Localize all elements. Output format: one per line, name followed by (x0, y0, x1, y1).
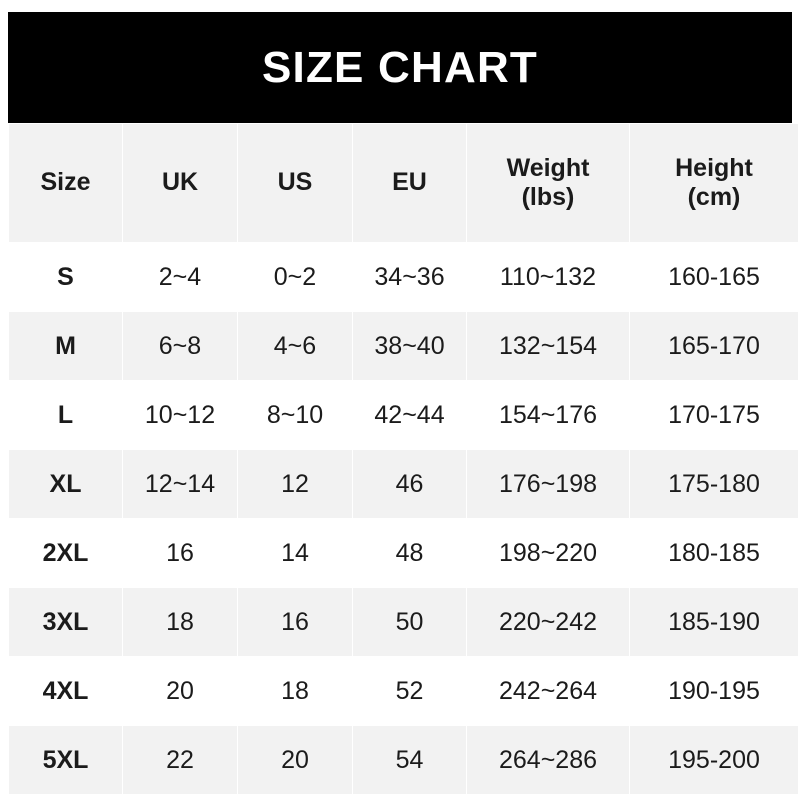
cell-height: 195-200 (630, 726, 798, 794)
column-header-weight-unit: (lbs) (521, 183, 575, 211)
column-header-uk: UK (123, 124, 237, 242)
cell-eu: 34~36 (353, 243, 466, 311)
cell-size: 2XL (9, 519, 122, 587)
column-header-eu: EU (353, 124, 466, 242)
cell-eu: 54 (353, 726, 466, 794)
cell-weight: 242~264 (467, 657, 629, 725)
cell-us: 14 (238, 519, 352, 587)
cell-us: 4~6 (238, 312, 352, 380)
cell-weight: 198~220 (467, 519, 629, 587)
cell-weight: 220~242 (467, 588, 629, 656)
cell-weight: 132~154 (467, 312, 629, 380)
cell-height: 190-195 (630, 657, 798, 725)
cell-uk: 12~14 (123, 450, 237, 518)
column-header-height-label: Height (675, 153, 753, 182)
column-header-uk-label: UK (161, 168, 199, 197)
cell-size: 5XL (9, 726, 122, 794)
cell-eu: 38~40 (353, 312, 466, 380)
cell-size: S (9, 243, 122, 311)
cell-us: 18 (238, 657, 352, 725)
cell-eu: 50 (353, 588, 466, 656)
cell-eu: 48 (353, 519, 466, 587)
column-header-eu-label: EU (392, 168, 427, 197)
table-row: 3XL 18 16 50 220~242 185-190 (9, 588, 798, 656)
page-title: SIZE CHART (262, 42, 538, 92)
column-header-size: Size (9, 124, 122, 242)
chart-title-bar: SIZE CHART (8, 12, 792, 123)
table-row: XL 12~14 12 46 176~198 175-180 (9, 450, 798, 518)
column-header-size-label: Size (40, 168, 91, 197)
cell-uk: 2~4 (123, 243, 237, 311)
cell-size: M (9, 312, 122, 380)
cell-uk: 20 (123, 657, 237, 725)
cell-size: 4XL (9, 657, 122, 725)
cell-uk: 6~8 (123, 312, 237, 380)
cell-uk: 22 (123, 726, 237, 794)
cell-height: 170-175 (630, 381, 798, 449)
column-header-us: US (238, 124, 352, 242)
cell-height: 165-170 (630, 312, 798, 380)
cell-eu: 42~44 (353, 381, 466, 449)
column-header-height-unit: (cm) (687, 183, 741, 211)
cell-weight: 154~176 (467, 381, 629, 449)
cell-size: L (9, 381, 122, 449)
cell-us: 0~2 (238, 243, 352, 311)
table-header-row: Size UK US EU Weight (lbs) Height (cm) (9, 124, 798, 242)
column-header-us-label: US (277, 168, 313, 197)
column-header-weight-label: Weight (506, 153, 590, 182)
cell-eu: 46 (353, 450, 466, 518)
table-row: 5XL 22 20 54 264~286 195-200 (9, 726, 798, 794)
column-header-height: Height (cm) (630, 124, 798, 242)
cell-height: 175-180 (630, 450, 798, 518)
cell-weight: 264~286 (467, 726, 629, 794)
table-header: Size UK US EU Weight (lbs) Height (cm) (9, 124, 798, 242)
table-row: M 6~8 4~6 38~40 132~154 165-170 (9, 312, 798, 380)
cell-height: 160-165 (630, 243, 798, 311)
cell-weight: 110~132 (467, 243, 629, 311)
cell-uk: 18 (123, 588, 237, 656)
cell-size: 3XL (9, 588, 122, 656)
cell-us: 12 (238, 450, 352, 518)
size-chart-table: Size UK US EU Weight (lbs) Height (cm) (8, 123, 799, 795)
table-row: S 2~4 0~2 34~36 110~132 160-165 (9, 243, 798, 311)
cell-us: 16 (238, 588, 352, 656)
cell-us: 8~10 (238, 381, 352, 449)
cell-uk: 10~12 (123, 381, 237, 449)
table-row: 2XL 16 14 48 198~220 180-185 (9, 519, 798, 587)
table-row: L 10~12 8~10 42~44 154~176 170-175 (9, 381, 798, 449)
cell-weight: 176~198 (467, 450, 629, 518)
cell-size: XL (9, 450, 122, 518)
cell-height: 185-190 (630, 588, 798, 656)
column-header-weight: Weight (lbs) (467, 124, 629, 242)
cell-eu: 52 (353, 657, 466, 725)
table-row: 4XL 20 18 52 242~264 190-195 (9, 657, 798, 725)
cell-us: 20 (238, 726, 352, 794)
table-body: S 2~4 0~2 34~36 110~132 160-165 M 6~8 4~… (9, 243, 798, 794)
cell-uk: 16 (123, 519, 237, 587)
cell-height: 180-185 (630, 519, 798, 587)
